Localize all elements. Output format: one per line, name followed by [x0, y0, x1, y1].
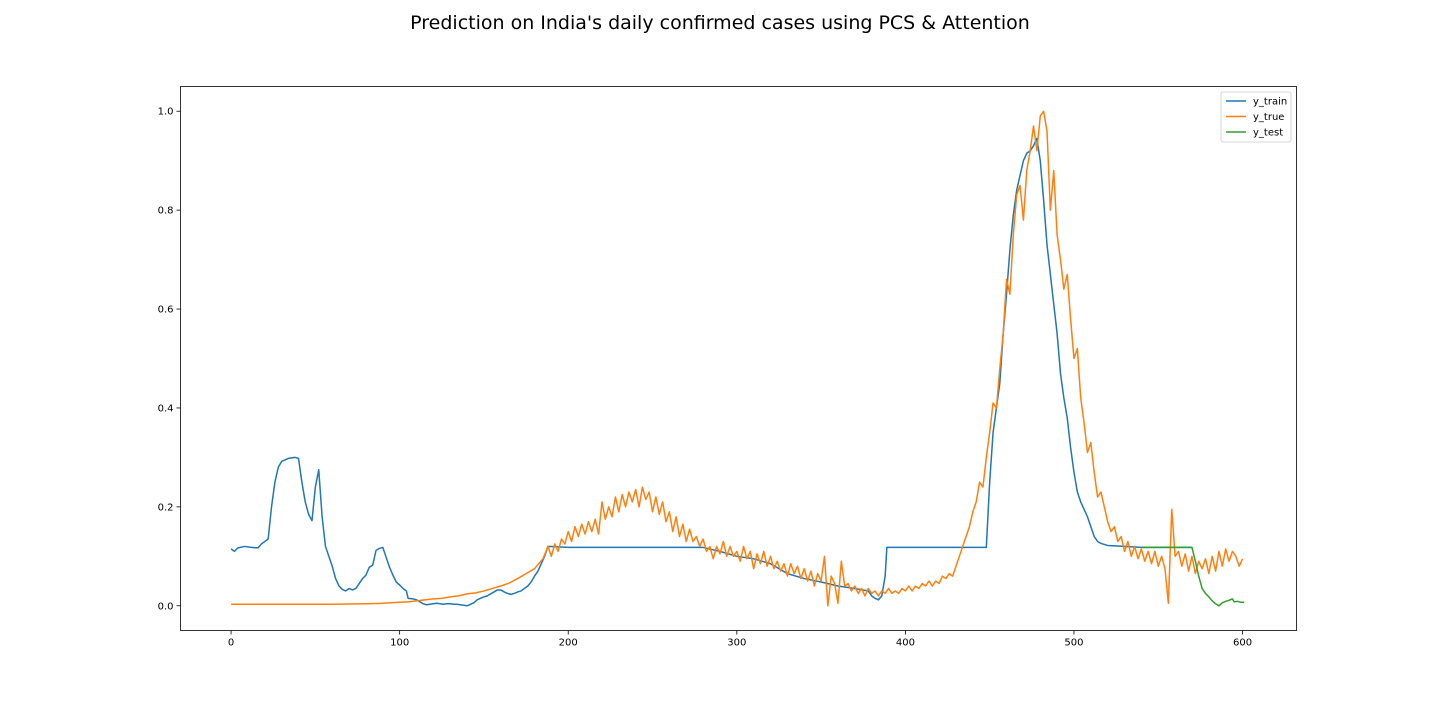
plot-area [180, 86, 1297, 631]
y-tick-label: 1.0 [158, 107, 174, 118]
x-tick-label: 0 [228, 638, 234, 649]
legend-label-y-train: y_train [1253, 97, 1287, 108]
y-tick-label: 0.6 [158, 305, 174, 316]
x-tick-label: 400 [896, 638, 915, 649]
x-tick-label: 300 [727, 638, 746, 649]
legend-items: y_train y_true y_test [1226, 97, 1287, 139]
y-tick-label: 0.8 [158, 206, 174, 217]
legend-label-y-true: y_true [1253, 112, 1284, 123]
series-line-y-test [1141, 546, 1245, 607]
x-axis: 0 100 200 300 400 500 600 [228, 630, 1252, 649]
plot-frame [180, 86, 1297, 631]
y-tick-label: 0.0 [158, 601, 174, 612]
x-tick-label: 200 [559, 638, 578, 649]
series-layer [230, 110, 1245, 607]
legend-label-y-test: y_test [1253, 128, 1283, 139]
y-tick-label: 0.2 [158, 502, 174, 513]
legend-box [1220, 91, 1292, 143]
chart-title: Prediction on India's daily confirmed ca… [410, 12, 1030, 34]
y-axis: 0.0 0.2 0.4 0.6 0.8 1.0 [158, 107, 181, 612]
legend: y_train y_true y_test [1220, 91, 1292, 143]
y-tick-label: 0.4 [158, 403, 174, 414]
series-line-y-true [231, 110, 1244, 607]
x-tick-label: 100 [390, 638, 409, 649]
x-tick-label: 600 [1233, 638, 1252, 649]
x-tick-label: 500 [1064, 638, 1083, 649]
